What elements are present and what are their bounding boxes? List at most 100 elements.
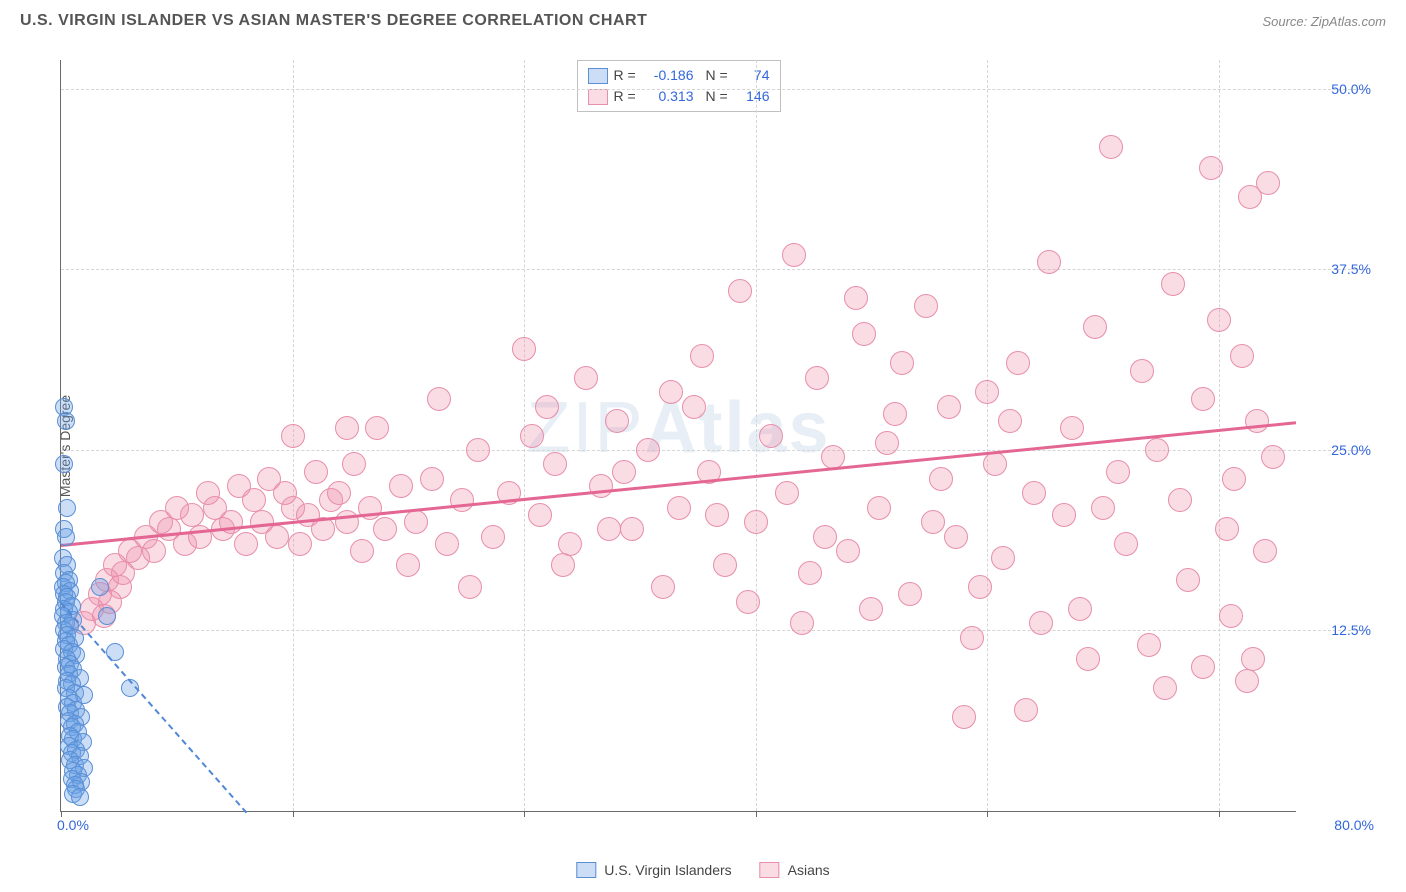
scatter-point (612, 460, 636, 484)
scatter-point (805, 366, 829, 390)
scatter-point (1222, 467, 1246, 491)
legend-swatch (760, 862, 780, 878)
scatter-point (859, 597, 883, 621)
scatter-point (952, 705, 976, 729)
y-tick-label: 37.5% (1331, 261, 1371, 277)
scatter-point (1137, 633, 1161, 657)
scatter-point (705, 503, 729, 527)
scatter-point (1207, 308, 1231, 332)
gridline-vertical (987, 60, 988, 811)
scatter-point (234, 532, 258, 556)
x-axis-tick (293, 811, 294, 817)
scatter-point (350, 539, 374, 563)
scatter-point (1068, 597, 1092, 621)
scatter-point (404, 510, 428, 534)
scatter-point (890, 351, 914, 375)
scatter-point (736, 590, 760, 614)
legend-N-label: N = (706, 65, 732, 86)
scatter-point (1168, 488, 1192, 512)
scatter-point (944, 525, 968, 549)
scatter-point (242, 488, 266, 512)
scatter-point (71, 788, 89, 806)
scatter-point (219, 510, 243, 534)
scatter-point (929, 467, 953, 491)
legend-N-value: 74 (738, 65, 770, 86)
chart-area: Master's Degree ZIPAtlas R =-0.186N =74R… (20, 50, 1386, 842)
scatter-point (744, 510, 768, 534)
x-axis-tick (987, 811, 988, 817)
scatter-point (1199, 156, 1223, 180)
scatter-point (188, 525, 212, 549)
x-axis-tick (524, 811, 525, 817)
scatter-point (365, 416, 389, 440)
scatter-point (466, 438, 490, 462)
scatter-plot: ZIPAtlas R =-0.186N =74R =0.313N =146 0.… (60, 60, 1296, 812)
scatter-point (142, 539, 166, 563)
scatter-point (342, 452, 366, 476)
scatter-point (937, 395, 961, 419)
scatter-point (1235, 669, 1259, 693)
scatter-point (373, 517, 397, 541)
x-axis-max-label: 80.0% (1334, 817, 1374, 833)
scatter-point (551, 553, 575, 577)
scatter-point (1219, 604, 1243, 628)
scatter-point (1191, 655, 1215, 679)
scatter-point (1037, 250, 1061, 274)
legend-swatch (588, 68, 608, 84)
scatter-point (775, 481, 799, 505)
scatter-point (836, 539, 860, 563)
x-axis-min-label: 0.0% (57, 817, 89, 833)
scatter-point (844, 286, 868, 310)
scatter-point (1261, 445, 1285, 469)
scatter-point (1215, 517, 1239, 541)
gridline-horizontal (61, 269, 1366, 270)
scatter-point (450, 488, 474, 512)
scatter-point (782, 243, 806, 267)
scatter-point (1052, 503, 1076, 527)
series-legend-item: U.S. Virgin Islanders (576, 862, 731, 878)
series-legend: U.S. Virgin IslandersAsians (576, 862, 829, 878)
scatter-point (55, 455, 73, 473)
legend-R-label: R = (614, 65, 640, 86)
gridline-vertical (756, 60, 757, 811)
scatter-point (1245, 409, 1269, 433)
scatter-point (1256, 171, 1280, 195)
x-axis-tick (1219, 811, 1220, 817)
scatter-point (1060, 416, 1084, 440)
scatter-point (1076, 647, 1100, 671)
scatter-point (535, 395, 559, 419)
scatter-point (1241, 647, 1265, 671)
scatter-point (389, 474, 413, 498)
legend-swatch (588, 89, 608, 105)
scatter-point (1130, 359, 1154, 383)
scatter-point (427, 387, 451, 411)
scatter-point (57, 528, 75, 546)
gridline-horizontal (61, 630, 1366, 631)
scatter-point (574, 366, 598, 390)
scatter-point (960, 626, 984, 650)
scatter-point (435, 532, 459, 556)
x-axis-tick (61, 811, 62, 817)
scatter-point (867, 496, 891, 520)
y-tick-label: 25.0% (1331, 442, 1371, 458)
correlation-legend: R =-0.186N =74R =0.313N =146 (577, 60, 781, 112)
scatter-point (682, 395, 706, 419)
series-legend-label: U.S. Virgin Islanders (604, 862, 731, 878)
scatter-point (91, 578, 109, 596)
scatter-point (1099, 135, 1123, 159)
scatter-point (713, 553, 737, 577)
scatter-point (512, 337, 536, 361)
legend-R-value: -0.186 (646, 65, 694, 86)
scatter-point (304, 460, 328, 484)
scatter-point (1161, 272, 1185, 296)
scatter-point (265, 525, 289, 549)
scatter-point (998, 409, 1022, 433)
scatter-point (1083, 315, 1107, 339)
scatter-point (558, 532, 582, 556)
scatter-point (898, 582, 922, 606)
scatter-point (1191, 387, 1215, 411)
page-title: U.S. VIRGIN ISLANDER VS ASIAN MASTER'S D… (20, 12, 647, 30)
scatter-point (1153, 676, 1177, 700)
scatter-point (921, 510, 945, 534)
scatter-point (914, 294, 938, 318)
